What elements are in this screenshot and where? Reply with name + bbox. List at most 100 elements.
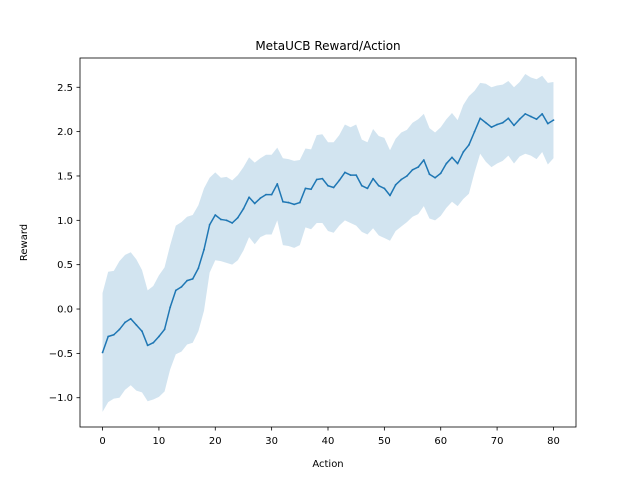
data-point xyxy=(259,197,262,200)
data-point xyxy=(287,201,290,204)
data-point xyxy=(451,156,453,159)
data-point xyxy=(546,122,549,125)
data-point xyxy=(349,174,352,176)
chart-title: MetaUCB Reward/Action xyxy=(255,39,400,53)
y-tick-label: 1.5 xyxy=(57,171,73,182)
data-point xyxy=(400,178,403,181)
data-point xyxy=(524,112,527,115)
data-point xyxy=(507,117,510,120)
data-point xyxy=(411,168,414,171)
x-tick-label: 30 xyxy=(265,436,278,447)
data-point xyxy=(445,162,448,165)
data-point xyxy=(270,193,273,196)
data-point xyxy=(355,174,358,176)
data-point xyxy=(496,123,498,126)
data-point xyxy=(112,333,115,336)
data-point xyxy=(163,328,166,331)
data-point xyxy=(377,184,380,187)
data-point xyxy=(422,159,425,161)
x-tick-label: 70 xyxy=(491,436,504,447)
data-point xyxy=(344,171,346,174)
y-tick-label: 2.5 xyxy=(57,83,73,94)
data-point xyxy=(338,179,341,182)
data-point xyxy=(468,144,470,146)
data-point xyxy=(321,177,324,180)
data-point xyxy=(225,219,228,222)
data-point xyxy=(220,218,222,221)
x-axis-title: Action xyxy=(312,459,343,470)
data-point xyxy=(541,112,544,115)
data-point xyxy=(439,172,442,175)
data-point xyxy=(180,285,183,288)
data-point xyxy=(530,115,532,118)
y-tick-label: 0.5 xyxy=(57,260,73,271)
data-point xyxy=(146,344,149,347)
data-point xyxy=(310,188,312,191)
data-point xyxy=(304,187,307,190)
data-point xyxy=(214,214,217,216)
data-point xyxy=(462,151,465,153)
data-point xyxy=(158,335,160,338)
axes-frame xyxy=(79,57,577,428)
data-point xyxy=(174,289,177,292)
data-point xyxy=(101,351,104,354)
data-point xyxy=(406,175,408,177)
y-tick-label: 1.0 xyxy=(57,216,73,227)
data-point xyxy=(248,196,250,199)
data-point xyxy=(366,187,369,190)
data-point xyxy=(552,119,555,121)
data-point xyxy=(518,118,521,121)
x-tick-label: 40 xyxy=(322,436,335,447)
x-tick-label: 10 xyxy=(153,436,166,447)
x-tick-label: 0 xyxy=(99,436,105,447)
data-point xyxy=(484,121,487,124)
y-tick-label: −1.0 xyxy=(49,393,73,404)
data-point xyxy=(389,194,391,197)
data-point xyxy=(293,203,296,206)
data-point xyxy=(490,126,493,129)
data-point xyxy=(535,118,538,121)
data-point xyxy=(208,223,211,226)
data-point xyxy=(107,335,110,338)
data-point xyxy=(191,277,194,280)
data-point xyxy=(282,200,284,203)
y-tick-label: 0.0 xyxy=(57,305,73,316)
data-point xyxy=(169,306,172,309)
data-point xyxy=(124,321,126,324)
x-tick-label: 50 xyxy=(378,436,391,447)
data-point xyxy=(327,184,329,187)
data-point xyxy=(383,187,386,190)
data-point xyxy=(456,162,459,165)
data-point xyxy=(360,184,363,187)
x-tick-label: 20 xyxy=(209,436,222,447)
data-point xyxy=(417,166,420,169)
data-point xyxy=(242,207,245,210)
y-tick-label: 2.0 xyxy=(57,127,73,138)
data-point xyxy=(372,177,374,180)
data-point xyxy=(434,176,436,179)
data-point xyxy=(231,222,234,224)
plot-layer xyxy=(101,73,555,412)
data-point xyxy=(265,193,267,196)
data-point xyxy=(394,183,397,186)
data-point xyxy=(197,267,200,270)
data-point xyxy=(276,183,279,185)
data-point xyxy=(479,117,482,120)
data-point xyxy=(298,201,301,204)
data-point xyxy=(315,178,318,181)
y-tick-label: −0.5 xyxy=(49,349,73,360)
data-point xyxy=(152,341,155,344)
data-point xyxy=(332,186,335,189)
x-tick-label: 80 xyxy=(547,436,560,447)
data-point xyxy=(253,202,256,205)
data-point xyxy=(428,173,431,176)
x-tick-label: 60 xyxy=(434,436,447,447)
tick-layer: 0 10 20 30 40 50 60 70 80 −1.0 −0.5 0.0 0.5 1.0 1.5 2.0… xyxy=(49,83,560,447)
data-point xyxy=(203,248,205,251)
data-point xyxy=(186,279,188,282)
data-point xyxy=(118,328,121,331)
data-point xyxy=(236,216,239,219)
data-point xyxy=(473,130,476,133)
